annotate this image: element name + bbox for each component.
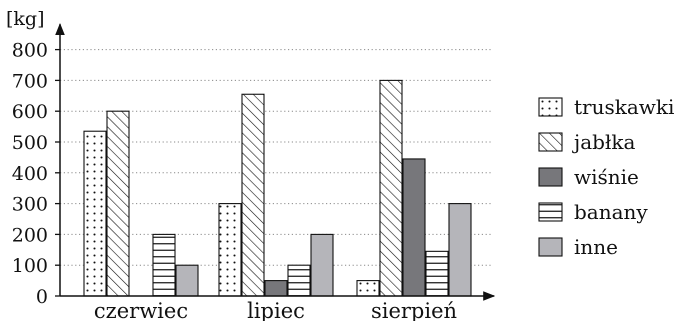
bar-wiśnie-sierpień bbox=[402, 158, 426, 297]
category-labels: czerwiec lipiec sierpień bbox=[94, 299, 457, 321]
y-tick-label: 600 bbox=[12, 101, 48, 123]
bar-banany-lipiec bbox=[287, 264, 311, 297]
bar-inne-sierpień bbox=[448, 203, 472, 297]
y-tick-label: 200 bbox=[12, 224, 48, 246]
bar-jabłka-czerwiec bbox=[106, 110, 130, 297]
bar-jabłka-sierpień bbox=[379, 79, 403, 297]
legend-swatch-jabłka bbox=[538, 132, 563, 152]
bar-jabłka-lipiec bbox=[241, 93, 265, 297]
bar-wiśnie-lipiec bbox=[264, 280, 288, 297]
legend-swatch-truskawki bbox=[538, 97, 563, 117]
y-tick-label: 100 bbox=[12, 255, 48, 277]
legend-label-inne: inne bbox=[574, 235, 618, 259]
bars bbox=[83, 79, 472, 297]
bar-truskawki-czerwiec bbox=[83, 130, 107, 297]
legend-label-banany: banany bbox=[574, 200, 648, 224]
bar-banany-czerwiec bbox=[152, 233, 176, 297]
legend-swatch-banany bbox=[538, 202, 563, 222]
y-tick-label: 800 bbox=[12, 40, 48, 62]
legend-label-truskawki: truskawki bbox=[574, 95, 674, 119]
bar-inne-czerwiec bbox=[175, 264, 199, 297]
bar-banany-sierpień bbox=[425, 250, 449, 297]
legend-swatch-wiśnie bbox=[538, 167, 563, 187]
x-category-label: lipiec bbox=[247, 299, 305, 321]
y-tick-label: 500 bbox=[12, 132, 48, 154]
y-tick-label: 700 bbox=[12, 70, 48, 92]
legend-label-wiśnie: wiśnie bbox=[574, 165, 639, 189]
y-tick-label: 0 bbox=[36, 286, 48, 308]
y-tick-label: 300 bbox=[12, 194, 48, 216]
bar-truskawki-sierpień bbox=[356, 280, 380, 297]
y-axis-unit-label: [kg] bbox=[6, 8, 45, 30]
legend-label-jabłka: jabłka bbox=[572, 130, 636, 154]
legend: truskawki jabłka wiśnie banany inne bbox=[538, 95, 674, 259]
bar-truskawki-lipiec bbox=[218, 203, 242, 297]
bar-inne-lipiec bbox=[310, 233, 334, 297]
x-category-label: czerwiec bbox=[94, 299, 188, 321]
y-tick-labels: 0 100 200 300 400 500 600 700 800 bbox=[12, 40, 48, 308]
legend-swatch-inne bbox=[538, 237, 563, 257]
axes: [kg] bbox=[6, 8, 496, 301]
x-category-label: sierpień bbox=[371, 299, 457, 321]
y-tick-label: 400 bbox=[12, 163, 48, 185]
